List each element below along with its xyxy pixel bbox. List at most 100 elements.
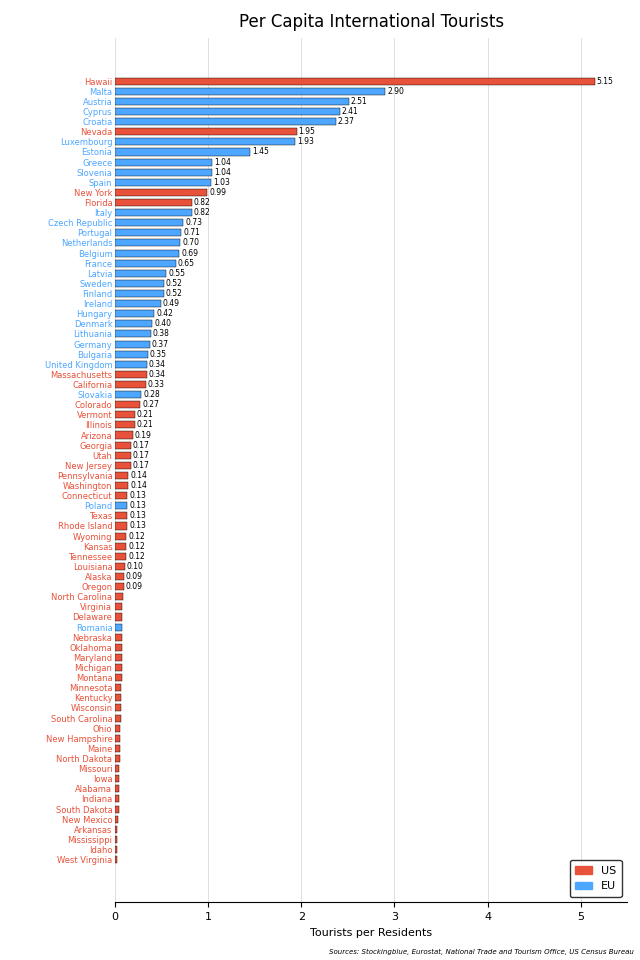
Bar bbox=[115, 492, 127, 499]
Text: 0.52: 0.52 bbox=[166, 289, 182, 298]
Text: 0.28: 0.28 bbox=[143, 390, 160, 399]
X-axis label: Tourists per Residents: Tourists per Residents bbox=[310, 927, 432, 938]
Bar bbox=[115, 522, 127, 530]
Title: Per Capita International Tourists: Per Capita International Tourists bbox=[239, 13, 504, 32]
Bar bbox=[115, 129, 297, 135]
Bar bbox=[115, 805, 119, 812]
Legend: US, EU: US, EU bbox=[570, 860, 621, 897]
Bar bbox=[115, 361, 147, 368]
Text: 0.14: 0.14 bbox=[130, 471, 147, 480]
Bar bbox=[115, 482, 128, 489]
Bar bbox=[115, 219, 183, 227]
Bar bbox=[115, 250, 179, 256]
Bar bbox=[115, 674, 122, 682]
Text: 0.13: 0.13 bbox=[129, 512, 146, 520]
Bar bbox=[115, 634, 122, 640]
Bar bbox=[115, 401, 140, 408]
Text: 2.37: 2.37 bbox=[338, 117, 355, 126]
Text: 0.14: 0.14 bbox=[130, 481, 147, 490]
Bar bbox=[115, 613, 122, 620]
Text: 0.27: 0.27 bbox=[142, 400, 159, 409]
Text: 0.34: 0.34 bbox=[148, 370, 166, 379]
Text: 0.40: 0.40 bbox=[154, 320, 172, 328]
Text: 0.17: 0.17 bbox=[133, 451, 150, 460]
Bar bbox=[115, 472, 128, 479]
Bar bbox=[115, 734, 120, 742]
Bar bbox=[115, 462, 131, 468]
Text: 0.52: 0.52 bbox=[166, 279, 182, 288]
Bar bbox=[115, 644, 122, 651]
Text: 1.95: 1.95 bbox=[299, 128, 316, 136]
Bar bbox=[115, 694, 121, 702]
Bar bbox=[115, 796, 119, 803]
Bar bbox=[115, 330, 150, 338]
Bar bbox=[115, 654, 122, 660]
Bar bbox=[115, 270, 166, 276]
Text: 0.17: 0.17 bbox=[133, 461, 150, 469]
Bar bbox=[115, 603, 122, 611]
Bar bbox=[115, 108, 340, 115]
Text: 0.70: 0.70 bbox=[182, 238, 199, 248]
Text: 0.99: 0.99 bbox=[209, 188, 226, 197]
Bar bbox=[115, 391, 141, 398]
Text: 2.41: 2.41 bbox=[341, 107, 358, 116]
Text: 1.04: 1.04 bbox=[214, 157, 231, 167]
Text: 0.42: 0.42 bbox=[156, 309, 173, 318]
Bar bbox=[115, 533, 126, 540]
Text: 0.73: 0.73 bbox=[185, 218, 202, 228]
Bar bbox=[115, 138, 295, 145]
Bar bbox=[115, 290, 164, 297]
Text: 0.17: 0.17 bbox=[133, 441, 150, 449]
Bar bbox=[115, 573, 124, 580]
Bar bbox=[115, 341, 150, 348]
Bar bbox=[115, 705, 121, 711]
Bar bbox=[115, 664, 122, 671]
Bar bbox=[115, 684, 121, 691]
Bar bbox=[115, 350, 148, 358]
Bar bbox=[115, 452, 131, 459]
Bar bbox=[115, 259, 176, 267]
Text: 0.35: 0.35 bbox=[150, 349, 166, 359]
Bar bbox=[115, 98, 349, 105]
Bar bbox=[115, 411, 135, 419]
Bar bbox=[115, 624, 122, 631]
Text: 0.65: 0.65 bbox=[177, 258, 195, 268]
Bar bbox=[115, 846, 117, 853]
Bar bbox=[115, 593, 123, 600]
Bar bbox=[115, 553, 126, 560]
Text: 0.21: 0.21 bbox=[136, 410, 154, 420]
Text: 0.71: 0.71 bbox=[183, 228, 200, 237]
Bar bbox=[115, 310, 154, 317]
Bar bbox=[115, 836, 117, 843]
Text: 0.13: 0.13 bbox=[129, 521, 146, 531]
Bar bbox=[115, 542, 126, 550]
Text: 1.04: 1.04 bbox=[214, 168, 231, 177]
Text: Sources: Stockingblue, Eurostat, National Trade and Tourism Office, US Census Bu: Sources: Stockingblue, Eurostat, Nationa… bbox=[329, 949, 634, 955]
Text: 2.51: 2.51 bbox=[351, 97, 367, 106]
Bar bbox=[115, 563, 125, 570]
Text: 0.10: 0.10 bbox=[126, 562, 143, 571]
Text: 1.03: 1.03 bbox=[213, 178, 230, 187]
Text: 0.13: 0.13 bbox=[129, 492, 146, 500]
Text: 0.33: 0.33 bbox=[148, 380, 164, 389]
Text: 0.82: 0.82 bbox=[193, 198, 210, 207]
Bar bbox=[115, 199, 191, 206]
Bar bbox=[115, 179, 211, 186]
Bar bbox=[115, 78, 595, 84]
Text: 0.19: 0.19 bbox=[135, 430, 152, 440]
Bar bbox=[115, 856, 117, 863]
Bar bbox=[115, 189, 207, 196]
Bar bbox=[115, 239, 180, 247]
Bar bbox=[115, 755, 120, 762]
Text: 5.15: 5.15 bbox=[596, 77, 613, 85]
Bar bbox=[115, 745, 120, 752]
Bar bbox=[115, 502, 127, 510]
Bar bbox=[115, 816, 118, 823]
Bar bbox=[115, 583, 124, 590]
Bar bbox=[115, 209, 191, 216]
Text: 0.13: 0.13 bbox=[129, 501, 146, 511]
Text: 0.34: 0.34 bbox=[148, 360, 166, 369]
Text: 0.55: 0.55 bbox=[168, 269, 185, 277]
Bar bbox=[115, 149, 250, 156]
Text: 0.12: 0.12 bbox=[128, 532, 145, 540]
